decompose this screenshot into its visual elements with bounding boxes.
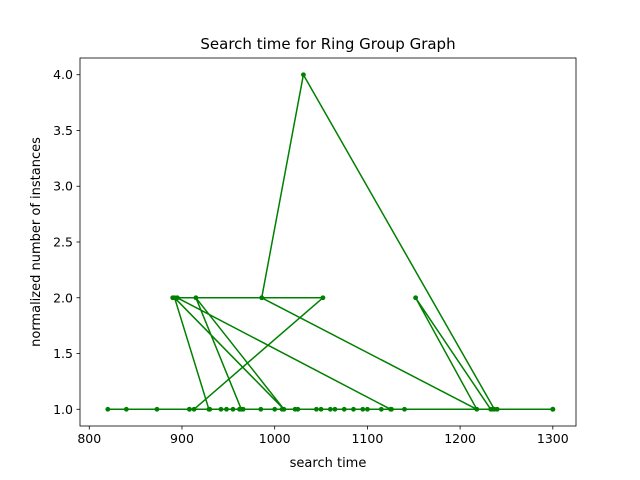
- data-point: [186, 406, 192, 412]
- data-point: [388, 406, 393, 412]
- data-point: [238, 406, 244, 412]
- y-tick-label: 2.5: [53, 235, 73, 250]
- data-point: [341, 406, 347, 412]
- y-tick-label: 2.0: [53, 290, 73, 305]
- data-point: [492, 406, 497, 412]
- data-point: [550, 406, 556, 412]
- data-point: [474, 406, 480, 412]
- axis-ticks: 800 900 1000 1100 1200 1300 1.0 1.5 2.0 2.5 3.0 3.5…: [53, 67, 569, 446]
- data-point: [378, 406, 384, 412]
- data-point: [224, 406, 229, 412]
- data-point: [154, 406, 160, 412]
- data-point: [123, 406, 129, 412]
- x-axis-label: search time: [290, 456, 367, 471]
- data-point: [230, 406, 236, 412]
- data-point: [360, 406, 366, 412]
- data-point: [301, 72, 306, 78]
- data-point: [327, 406, 333, 412]
- y-tick-label: 3.0: [53, 179, 73, 194]
- x-tick-label: 800: [77, 431, 101, 446]
- y-tick-label: 4.0: [53, 67, 73, 82]
- data-point: [105, 406, 111, 412]
- data-point: [191, 406, 197, 412]
- x-tick-label: 900: [170, 431, 194, 446]
- data-point: [488, 406, 494, 412]
- data-point: [258, 406, 264, 412]
- data-point: [320, 295, 326, 301]
- data-point: [218, 406, 224, 412]
- data-point: [281, 406, 287, 412]
- data-point: [259, 295, 265, 301]
- data-point: [172, 295, 177, 301]
- y-tick-label: 1.0: [53, 402, 73, 417]
- x-tick-label: 1100: [351, 431, 383, 446]
- data-point: [318, 406, 324, 412]
- data-point: [332, 406, 338, 412]
- data-point: [314, 406, 319, 412]
- plot-area: [105, 72, 556, 412]
- y-tick-label: 3.5: [53, 123, 73, 138]
- data-point: [402, 406, 407, 412]
- y-axis-label: normalized number of instances: [29, 137, 44, 347]
- data-point: [365, 406, 370, 412]
- y-tick-label: 1.5: [53, 346, 73, 361]
- data-point: [272, 406, 278, 412]
- data-point: [413, 295, 419, 301]
- data-point: [351, 406, 356, 412]
- data-point: [206, 406, 212, 412]
- x-tick-label: 1200: [444, 431, 476, 446]
- data-point: [295, 406, 301, 412]
- data-point: [193, 295, 199, 301]
- chart-title: Search time for Ring Group Graph: [200, 35, 455, 53]
- x-tick-label: 1000: [259, 431, 291, 446]
- x-tick-label: 1300: [537, 431, 569, 446]
